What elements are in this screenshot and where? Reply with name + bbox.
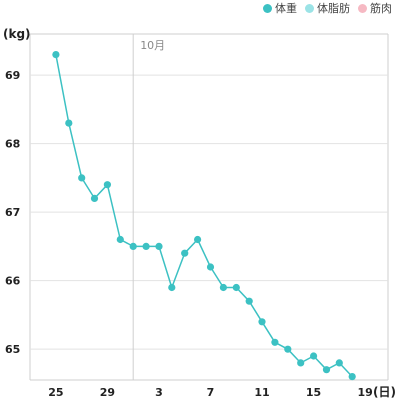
data-point <box>116 235 124 244</box>
legend-item[interactable]: 筋肉 <box>358 0 392 16</box>
x-tick-label: 19 <box>357 386 372 399</box>
data-point <box>103 181 111 189</box>
series-layer <box>52 51 356 381</box>
legend-label: 筋肉 <box>370 2 392 15</box>
data-point <box>348 373 356 381</box>
data-point <box>90 194 99 202</box>
data-point <box>219 283 227 292</box>
data-point <box>78 174 86 182</box>
data-point <box>206 263 215 271</box>
data-point <box>65 119 73 127</box>
legend-item[interactable]: 体脂肪 <box>305 0 350 16</box>
y-tick-label: 68 <box>5 138 20 151</box>
y-tick-label: 66 <box>5 275 21 288</box>
data-point <box>258 318 266 326</box>
data-point <box>181 249 189 257</box>
y-unit-label: (kg) <box>3 27 31 41</box>
legend: 体重 体脂肪 筋肉 <box>263 0 392 16</box>
x-tick-label: 3 <box>155 386 163 399</box>
data-point <box>168 283 176 292</box>
data-point <box>52 51 60 59</box>
legend-label: 体重 <box>275 2 297 15</box>
legend-swatch <box>358 3 367 13</box>
x-tick-label: 25 <box>48 386 63 399</box>
data-point <box>232 283 240 292</box>
data-point <box>322 366 331 374</box>
x-tick-label: 11 <box>254 386 269 399</box>
legend-swatch <box>263 3 272 13</box>
data-point <box>284 345 292 353</box>
data-point <box>271 338 279 346</box>
x-tick-label: 7 <box>207 386 215 399</box>
y-tick-label: 65 <box>5 343 20 356</box>
legend-label: 体脂肪 <box>317 2 350 15</box>
data-point <box>129 242 137 250</box>
x-tick-label: 15 <box>306 386 321 399</box>
data-point <box>194 235 202 244</box>
month-label: 10月 <box>140 39 165 52</box>
data-point <box>297 359 305 367</box>
grid-layer <box>29 33 389 381</box>
data-point <box>245 297 253 305</box>
data-point <box>155 242 163 250</box>
y-tick-label: 69 <box>5 69 20 82</box>
data-point <box>310 352 318 360</box>
x-tick-label: 29 <box>100 386 115 399</box>
legend-item[interactable]: 体重 <box>263 0 297 16</box>
x-unit-label: (日) <box>373 385 396 399</box>
series-line <box>55 54 353 378</box>
data-point <box>335 359 343 367</box>
data-point <box>142 242 150 250</box>
legend-swatch <box>305 3 314 13</box>
y-tick-label: 67 <box>5 206 20 219</box>
label-layer: 65 66 67 68 69 10月 25 29 3 7 11 15 19 (kg) (日) <box>3 27 396 399</box>
